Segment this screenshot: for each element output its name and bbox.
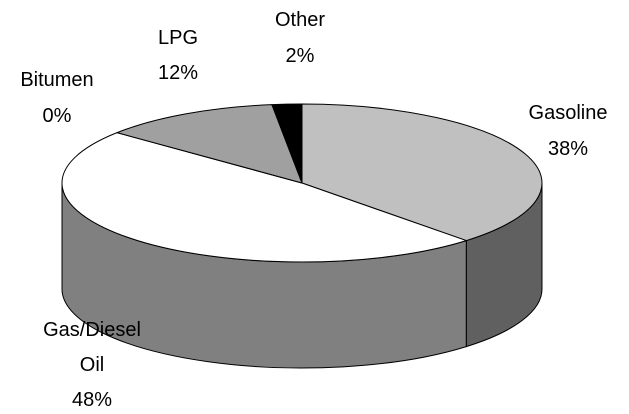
pie-side-walls [61, 182, 543, 369]
slice-other [271, 103, 303, 184]
label-lpg-pct: 12% [158, 62, 198, 84]
label-bitumen-pct: 0% [43, 105, 72, 127]
label-lpg-name: LPG [158, 27, 198, 49]
label-gas-diesel-oil-name: Gas/Diesel [43, 319, 141, 341]
slice-lpg [116, 104, 303, 184]
slice-gas-diesel-oil [61, 132, 467, 263]
slice-gasoline [301, 103, 543, 242]
pie-top-slices [61, 103, 543, 263]
label-other-name: Other [275, 9, 325, 31]
label-gasoline-pct: 38% [548, 138, 588, 160]
slice-labels: Gasoline 38% Gas/Diesel Oil 48% Bitumen … [20, 9, 607, 411]
label-bitumen-name: Bitumen [20, 69, 93, 91]
label-gas-diesel-oil-pct: 48% [72, 389, 112, 411]
label-other-pct: 2% [286, 45, 315, 67]
label-gas-diesel-oil-name-2: Oil [80, 354, 104, 376]
label-gasoline-name: Gasoline [529, 102, 608, 124]
